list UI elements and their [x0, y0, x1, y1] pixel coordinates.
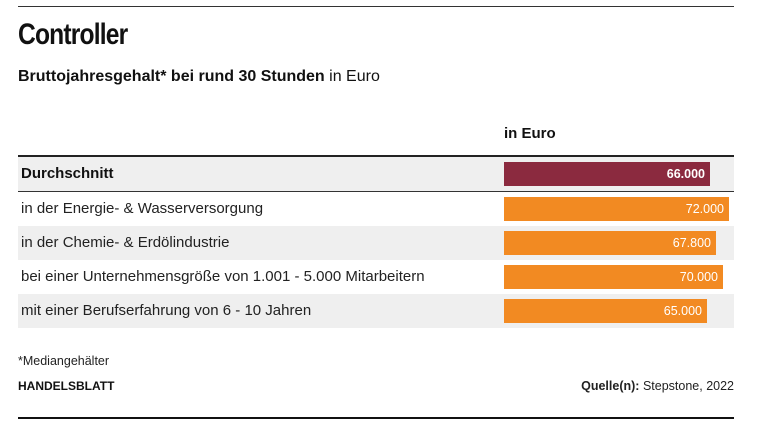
bar: 72.000 [504, 197, 729, 221]
row-label: Durchschnitt [21, 165, 114, 182]
top-rule [18, 6, 734, 7]
bar: 66.000 [504, 162, 710, 186]
table-row: in der Chemie- & Erdölindustrie 67.800 [18, 226, 734, 260]
row-label: in der Chemie- & Erdölindustrie [21, 234, 230, 251]
bar-value-label: 72.000 [685, 202, 724, 216]
brand-logo-text: HANDELSBLATT [18, 379, 115, 393]
bar: 67.800 [504, 231, 716, 255]
row-average: Durchschnitt 66.000 [18, 157, 734, 191]
subtitle-bold: Bruttojahresgehalt* bei rund 30 Stunden [18, 68, 325, 85]
bar-value-label: 66.000 [666, 167, 705, 181]
bar: 65.000 [504, 299, 707, 323]
column-header: in Euro [504, 125, 556, 142]
table-row: in der Energie- & Wasserversorgung 72.000 [18, 192, 734, 226]
bar-value-label: 67.800 [672, 236, 711, 250]
table-row: bei einer Unternehmensgröße von 1.001 - … [18, 260, 734, 294]
source-label: Quelle(n): [581, 379, 640, 393]
row-label: mit einer Berufserfahrung von 6 - 10 Jah… [21, 302, 312, 319]
chart-subtitle: Bruttojahresgehalt* bei rund 30 Stunden … [18, 68, 380, 86]
row-label: in der Energie- & Wasserversorgung [21, 200, 264, 217]
bar: 70.000 [504, 265, 723, 289]
average-separator [18, 191, 734, 192]
bar-value-label: 70.000 [679, 270, 718, 284]
bar-value-label: 65.000 [663, 304, 702, 318]
source-value: Stepstone, 2022 [642, 379, 734, 393]
header-rule [18, 155, 734, 157]
row-label: bei einer Unternehmensgröße von 1.001 - … [21, 268, 425, 285]
bottom-rule [18, 417, 734, 419]
table-row: mit einer Berufserfahrung von 6 - 10 Jah… [18, 294, 734, 328]
chart-title: Controller [18, 18, 128, 51]
subtitle-unit: in Euro [329, 68, 380, 85]
footnote: *Mediangehälter [18, 354, 110, 368]
source-note: Quelle(n): Stepstone, 2022 [581, 379, 734, 393]
